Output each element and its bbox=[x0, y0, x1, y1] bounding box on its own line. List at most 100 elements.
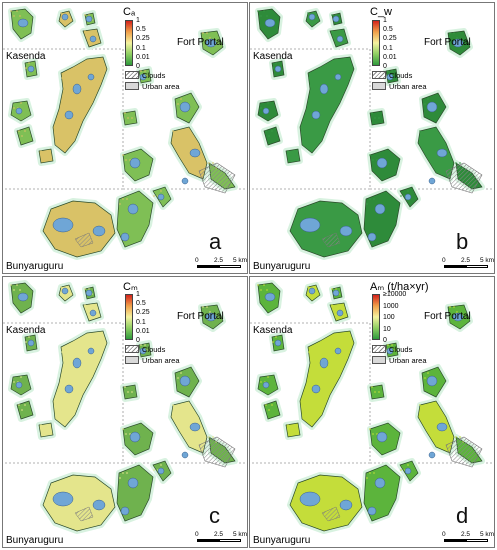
land-region bbox=[299, 56, 355, 154]
lake bbox=[332, 289, 340, 297]
lake bbox=[72, 357, 82, 369]
lake bbox=[339, 499, 353, 511]
legend-tick: ≥10000 bbox=[383, 291, 407, 298]
lake bbox=[157, 193, 165, 201]
place-label-fort-portal: Fort Portal bbox=[424, 311, 471, 322]
lake bbox=[179, 101, 191, 113]
land-region bbox=[52, 56, 108, 154]
land-region bbox=[38, 422, 54, 438]
urban-legend-label: Urban area bbox=[389, 356, 427, 365]
lake bbox=[72, 83, 82, 95]
lake bbox=[319, 83, 329, 95]
place-label-kasenda: Kasenda bbox=[253, 51, 293, 62]
lake bbox=[52, 491, 74, 507]
urban-legend-label: Urban area bbox=[142, 82, 180, 91]
land-region bbox=[289, 474, 363, 532]
land-region bbox=[285, 148, 301, 164]
place-label-fort-portal: Fort Portal bbox=[424, 37, 471, 48]
panel-letter: a bbox=[209, 229, 222, 254]
lake bbox=[436, 422, 448, 432]
land-region bbox=[369, 384, 385, 400]
lake bbox=[52, 217, 74, 233]
land-region bbox=[122, 110, 138, 126]
lake bbox=[428, 451, 436, 459]
lake bbox=[15, 107, 23, 115]
lake bbox=[336, 309, 344, 317]
lake bbox=[376, 431, 388, 443]
lake bbox=[374, 477, 386, 489]
urban-legend-label: Urban area bbox=[389, 82, 427, 91]
lake bbox=[262, 381, 270, 389]
color-ramp bbox=[125, 294, 133, 340]
legend-title: Cₘ bbox=[123, 281, 138, 293]
scale-mid: 2.5 bbox=[214, 257, 224, 264]
land-region bbox=[42, 200, 116, 258]
legend-tick: 0 bbox=[136, 63, 140, 70]
land-region bbox=[38, 148, 54, 164]
clouds-area bbox=[445, 162, 483, 194]
lake bbox=[189, 148, 201, 158]
scale-zero: 0 bbox=[195, 257, 199, 264]
clouds-swatch bbox=[125, 71, 139, 79]
legend-title: Cₐ bbox=[123, 6, 136, 18]
landscape-map-b bbox=[250, 6, 494, 260]
land-region bbox=[52, 330, 108, 428]
place-label-kasenda: Kasenda bbox=[253, 325, 293, 336]
lake bbox=[274, 65, 282, 73]
lake bbox=[426, 101, 438, 113]
legend-tick: 0.01 bbox=[383, 53, 397, 61]
landscape-map-c bbox=[3, 280, 247, 534]
place-label-bunyaruguru: Bunyaruguru bbox=[253, 535, 311, 546]
scale-end: 5 km bbox=[480, 257, 495, 264]
map-panel-b: Kasenda Fort Portal Bunyaruguru b C_w 1 0.5 0.2… bbox=[249, 2, 495, 274]
land-region bbox=[299, 330, 355, 428]
land-region bbox=[122, 384, 138, 400]
legend-tick: 0 bbox=[136, 337, 140, 344]
panel-letter: c bbox=[209, 503, 220, 528]
color-ramp bbox=[125, 20, 133, 66]
lake bbox=[17, 18, 29, 28]
lake bbox=[205, 312, 217, 322]
legend-tick: 10 bbox=[383, 325, 391, 333]
scale-zero: 0 bbox=[442, 257, 446, 264]
lake bbox=[311, 110, 321, 120]
legend-tick: 0.5 bbox=[136, 26, 146, 34]
place-label-bunyaruguru: Bunyaruguru bbox=[6, 261, 64, 272]
map-panel-a: Kasenda Fort Portal Bunyaruguru a Cₐ 1 0.5 0.25… bbox=[2, 2, 248, 274]
lake bbox=[139, 347, 147, 355]
clouds-swatch bbox=[372, 345, 386, 353]
land-region bbox=[369, 110, 385, 126]
lake bbox=[92, 499, 106, 511]
scale-end: 5 km bbox=[233, 531, 248, 538]
lake bbox=[181, 451, 189, 459]
lake bbox=[120, 506, 130, 516]
lake bbox=[319, 357, 329, 369]
legend-tick: 0.01 bbox=[136, 327, 150, 335]
lake bbox=[334, 73, 342, 81]
scale-zero: 0 bbox=[195, 531, 199, 538]
legend-title: C_w bbox=[370, 6, 393, 18]
lake bbox=[189, 422, 201, 432]
scale-end: 5 km bbox=[233, 257, 248, 264]
clouds-swatch bbox=[372, 71, 386, 79]
lake bbox=[426, 375, 438, 387]
lake bbox=[332, 15, 340, 23]
lake bbox=[436, 148, 448, 158]
land-region bbox=[263, 126, 281, 146]
lake bbox=[367, 506, 377, 516]
lake bbox=[15, 381, 23, 389]
color-ramp bbox=[372, 294, 380, 340]
legend-tick: 1 bbox=[136, 17, 140, 24]
lake bbox=[61, 287, 69, 295]
legend-tick: 0.25 bbox=[136, 35, 150, 43]
lake bbox=[376, 157, 388, 169]
scale-end: 5 km bbox=[480, 531, 495, 538]
legend-tick: 0.5 bbox=[136, 300, 146, 308]
lake bbox=[27, 65, 35, 73]
lake bbox=[386, 73, 394, 81]
lake bbox=[120, 232, 130, 242]
lake bbox=[85, 289, 93, 297]
clouds-legend-label: Clouds bbox=[389, 345, 413, 354]
legend-tick: 0.5 bbox=[383, 26, 393, 34]
